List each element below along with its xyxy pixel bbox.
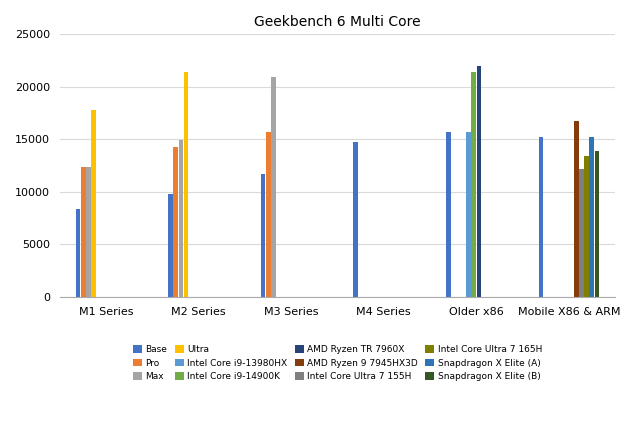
Bar <box>179 140 183 297</box>
Bar <box>271 77 276 297</box>
Bar <box>574 121 579 297</box>
Bar <box>86 167 91 297</box>
Bar <box>76 209 81 297</box>
Bar <box>173 147 178 297</box>
Legend: Base, Pro, Max, Ultra, Intel Core i9-13980HX, Intel Core i9-14900K, AMD Ryzen TR: Base, Pro, Max, Ultra, Intel Core i9-139… <box>128 340 547 386</box>
Bar <box>266 132 271 297</box>
Bar <box>538 137 543 297</box>
Bar <box>584 156 589 297</box>
Bar <box>477 66 481 297</box>
Bar <box>446 132 451 297</box>
Bar <box>589 137 594 297</box>
Bar <box>81 167 86 297</box>
Bar <box>168 194 173 297</box>
Title: Geekbench 6 Multi Core: Geekbench 6 Multi Core <box>254 15 420 29</box>
Bar <box>467 132 471 297</box>
Bar <box>472 72 476 297</box>
Bar <box>91 110 96 297</box>
Bar <box>579 169 584 297</box>
Bar <box>261 174 266 297</box>
Bar <box>184 72 188 297</box>
Bar <box>353 142 358 297</box>
Bar <box>595 151 599 297</box>
